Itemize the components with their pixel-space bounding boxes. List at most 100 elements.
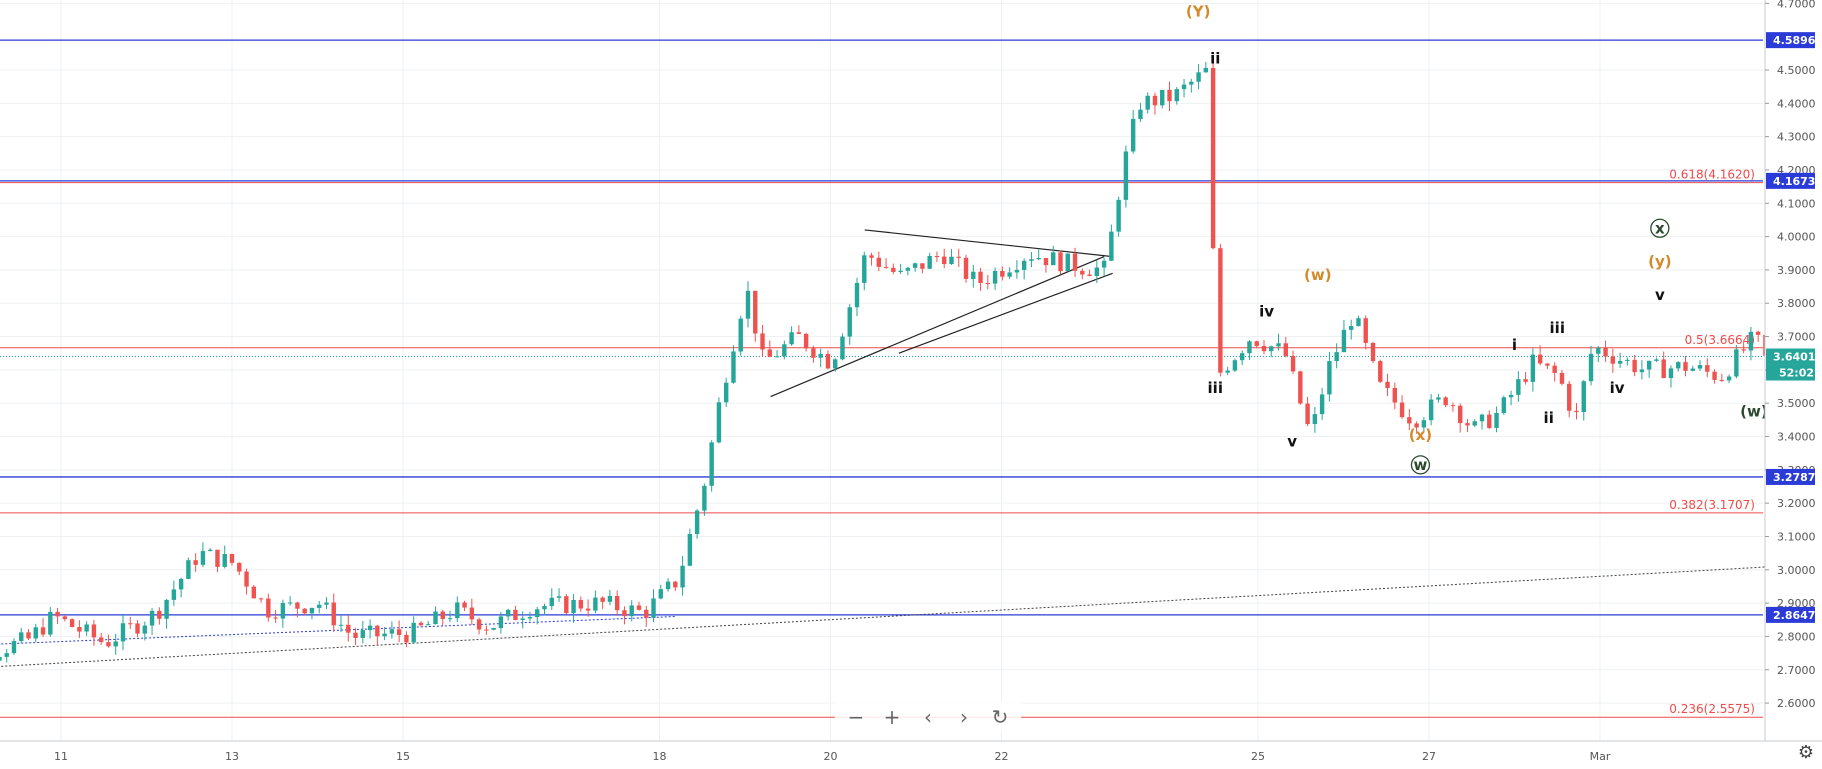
candle-body — [665, 581, 671, 590]
candle-body — [1341, 329, 1347, 353]
zoom-in-button[interactable]: + — [877, 703, 907, 731]
candle-body — [1276, 343, 1281, 347]
y-tick-label: 4.0000 — [1777, 231, 1816, 244]
candle-body — [382, 633, 387, 637]
candle-body — [1261, 345, 1267, 352]
candle-body — [1436, 397, 1441, 400]
trendline — [864, 229, 1113, 258]
candle-body — [1123, 151, 1129, 200]
candle-body — [1021, 260, 1027, 270]
y-tick-label: 3.7000 — [1777, 331, 1816, 344]
candle-body — [731, 351, 736, 383]
candle-body — [1654, 359, 1659, 361]
candle-body — [1639, 369, 1645, 373]
candle-body — [833, 359, 838, 369]
candle-body — [1559, 372, 1565, 384]
fib-label: 0.236(2.5575) — [1669, 702, 1755, 716]
candle-body — [1080, 270, 1085, 275]
level-badge-label: 4.5896 — [1773, 34, 1816, 47]
wave-label: (w) — [1740, 403, 1768, 421]
zoom-out-button[interactable]: − — [841, 703, 871, 731]
candle-body — [978, 271, 983, 283]
candle-body — [404, 634, 409, 643]
wave-label: (Y) — [1186, 3, 1211, 21]
candle-body — [673, 581, 678, 588]
candle-body — [1661, 359, 1666, 379]
candle-body — [1116, 199, 1121, 232]
candle-body — [876, 257, 882, 267]
candle-body — [1370, 342, 1376, 362]
price-axis-background — [1765, 0, 1822, 769]
candle-body — [716, 402, 722, 443]
candle-body — [135, 623, 140, 634]
candle-body — [927, 255, 932, 269]
candle-body — [1290, 355, 1296, 372]
y-tick-label: 2.6000 — [1777, 697, 1816, 710]
settings-button[interactable]: ⚙ — [1798, 742, 1814, 763]
wave-label: x — [1655, 219, 1665, 237]
candle-body — [1356, 318, 1361, 327]
y-tick-label: 4.7000 — [1777, 0, 1816, 10]
candle-body — [1734, 349, 1739, 377]
candle-body — [1596, 347, 1601, 354]
y-tick-label: 4.5000 — [1777, 64, 1816, 77]
scroll-right-button[interactable]: › — [949, 703, 979, 731]
candle-body — [389, 629, 395, 634]
candle-body — [818, 353, 823, 358]
horizontal-levels: 0.618(4.1620) 0.5(3.6664) 0.382(3.1707) 0.2… — [0, 39, 1763, 718]
candle-body — [1545, 363, 1550, 366]
candle-body — [1130, 118, 1136, 152]
candle-body — [1174, 89, 1179, 102]
candle-body — [1312, 414, 1318, 425]
candle-body — [1726, 376, 1732, 381]
y-tick-label: 4.3000 — [1777, 131, 1816, 144]
candle-body — [636, 605, 642, 610]
candle-body — [1414, 423, 1419, 428]
candle-body — [411, 622, 416, 643]
candle-body — [1000, 270, 1005, 277]
candle-body — [723, 382, 729, 403]
candle-body — [1516, 379, 1521, 395]
candle-body — [106, 642, 111, 647]
candle-body — [920, 263, 925, 269]
candle-body — [1399, 402, 1405, 418]
candle-body — [571, 599, 576, 614]
price-axis[interactable]: 4.70004.50004.40004.30004.20004.10004.00… — [1764, 0, 1822, 769]
wave-label: i — [1512, 336, 1517, 354]
candle-body — [629, 605, 634, 617]
candle-body — [992, 270, 998, 284]
candle-body — [120, 623, 126, 642]
candle-body — [149, 610, 155, 626]
scroll-left-button[interactable]: ‹ — [913, 703, 943, 731]
candle-body — [564, 596, 569, 614]
candlesticks — [0, 58, 1822, 663]
y-tick-label: 2.7000 — [1777, 664, 1816, 677]
candle-body — [774, 356, 780, 358]
y-tick-label: 3.4000 — [1777, 431, 1816, 444]
candle-body — [462, 602, 467, 608]
candle-body — [1632, 359, 1637, 373]
candle-body — [258, 598, 264, 600]
time-axis[interactable]: 1113151820222527Mar468111315182022 — [0, 740, 1822, 763]
last-price-label: 3.6401 — [1773, 351, 1815, 364]
candle-body — [1610, 356, 1616, 364]
reset-chart-button[interactable]: ↻ — [985, 703, 1015, 731]
reset-icon: ↻ — [991, 705, 1009, 729]
candle-body — [1676, 362, 1681, 369]
wave-label: (w) — [1304, 266, 1332, 284]
y-tick-label: 2.8000 — [1777, 630, 1816, 643]
candle-body — [346, 624, 351, 633]
x-tick-label: 11 — [54, 750, 68, 763]
candle-body — [1385, 381, 1390, 388]
candle-body — [1755, 331, 1761, 335]
candle-body — [1348, 326, 1354, 330]
wave-circle — [1410, 455, 1431, 475]
candle-body — [687, 533, 693, 566]
chart-navigation: − + ‹ › ↻ — [835, 702, 1021, 732]
candle-body — [1690, 368, 1695, 371]
candle-body — [229, 554, 235, 563]
level-badge-label: 4.1673 — [1773, 175, 1815, 188]
gear-icon: ⚙ — [1797, 742, 1814, 763]
candle-body — [171, 589, 177, 600]
